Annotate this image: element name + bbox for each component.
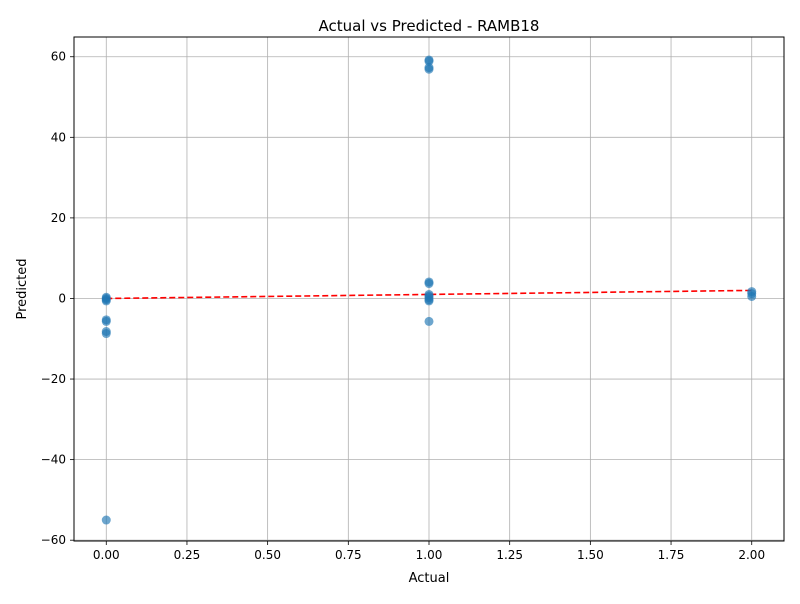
axis-ticks: 0.00 0.25 0.50 0.75 1.00 1.25 1.50 1.75 2.00 −60 −…	[41, 50, 765, 562]
data-point	[101, 515, 111, 525]
x-tick-label: 1.00	[416, 548, 443, 562]
y-tick-label: 40	[51, 130, 66, 144]
data-point	[101, 329, 111, 339]
x-tick-label: 0.00	[93, 548, 120, 562]
data-point	[424, 296, 434, 306]
data-point	[424, 56, 434, 66]
data-point	[424, 279, 434, 289]
data-point	[424, 64, 434, 74]
x-tick-label: 1.75	[658, 548, 685, 562]
y-tick-label: 0	[58, 291, 66, 305]
x-tick-label: 1.25	[496, 548, 523, 562]
chart-title: Actual vs Predicted - RAMB18	[319, 17, 540, 35]
y-tick-label: −60	[41, 533, 66, 547]
x-axis-label: Actual	[409, 571, 450, 586]
x-tick-label: 0.75	[335, 548, 362, 562]
grid	[74, 37, 784, 541]
y-tick-label: −20	[41, 372, 66, 386]
y-tick-label: 60	[51, 50, 66, 64]
x-tick-label: 2.00	[738, 548, 765, 562]
data-points	[101, 55, 757, 525]
data-point	[101, 316, 111, 326]
y-axis-label: Predicted	[15, 258, 30, 319]
data-point	[747, 291, 757, 301]
x-tick-label: 1.50	[577, 548, 604, 562]
y-tick-label: 20	[51, 211, 66, 225]
y-tick-label: −40	[41, 453, 66, 467]
plot-frame	[73, 36, 785, 542]
x-tick-label: 0.25	[174, 548, 201, 562]
data-point	[424, 316, 434, 326]
data-point	[101, 296, 111, 306]
x-tick-label: 0.50	[254, 548, 281, 562]
